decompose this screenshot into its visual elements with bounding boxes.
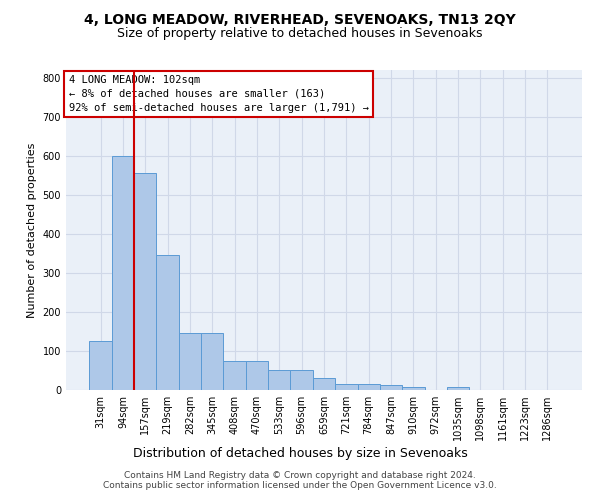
- Bar: [290, 370, 313, 390]
- Text: Distribution of detached houses by size in Sevenoaks: Distribution of detached houses by size …: [133, 448, 467, 460]
- Bar: [335, 384, 358, 390]
- Bar: [246, 360, 268, 390]
- Y-axis label: Number of detached properties: Number of detached properties: [27, 142, 37, 318]
- Bar: [223, 360, 246, 390]
- Text: 4, LONG MEADOW, RIVERHEAD, SEVENOAKS, TN13 2QY: 4, LONG MEADOW, RIVERHEAD, SEVENOAKS, TN…: [84, 12, 516, 26]
- Bar: [447, 387, 469, 390]
- Text: Contains HM Land Registry data © Crown copyright and database right 2024.
Contai: Contains HM Land Registry data © Crown c…: [103, 470, 497, 490]
- Bar: [112, 156, 134, 390]
- Bar: [313, 378, 335, 390]
- Bar: [157, 256, 179, 390]
- Text: 4 LONG MEADOW: 102sqm
← 8% of detached houses are smaller (163)
92% of semi-deta: 4 LONG MEADOW: 102sqm ← 8% of detached h…: [68, 75, 368, 113]
- Text: Size of property relative to detached houses in Sevenoaks: Size of property relative to detached ho…: [117, 28, 483, 40]
- Bar: [201, 334, 223, 390]
- Bar: [358, 384, 380, 390]
- Bar: [402, 387, 425, 390]
- Bar: [179, 334, 201, 390]
- Bar: [134, 174, 157, 390]
- Bar: [380, 386, 402, 390]
- Bar: [89, 341, 112, 390]
- Bar: [268, 370, 290, 390]
